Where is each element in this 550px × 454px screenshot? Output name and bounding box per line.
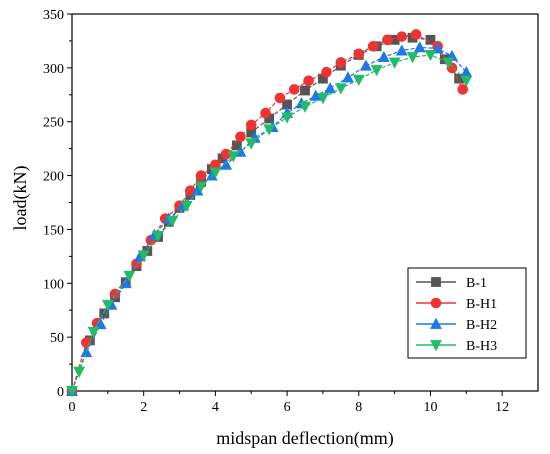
x-axis-title: midspan deflection(mm) bbox=[216, 428, 393, 449]
x-tick-label: 12 bbox=[495, 400, 509, 415]
data-point-b-h1 bbox=[321, 66, 332, 78]
y-tick-label: 200 bbox=[43, 170, 64, 185]
x-tick-label: 6 bbox=[284, 400, 291, 415]
data-point-b-h3 bbox=[66, 386, 78, 398]
y-tick-label: 100 bbox=[43, 277, 64, 292]
data-point-b-h3 bbox=[245, 138, 258, 150]
legend-item-b-h1: B-H1 bbox=[416, 297, 497, 312]
x-tick-label: 8 bbox=[355, 400, 362, 415]
legend-marker bbox=[430, 297, 442, 309]
data-point-b-h3 bbox=[263, 124, 276, 136]
legend-label: B-1 bbox=[466, 276, 487, 291]
data-point-b-h3 bbox=[334, 83, 347, 95]
data-point-b-h3 bbox=[123, 270, 136, 282]
legend-item-b-1: B-1 bbox=[416, 276, 487, 291]
y-tick-label: 350 bbox=[43, 8, 64, 23]
series-line-b-1 bbox=[71, 37, 460, 392]
y-tick-label: 50 bbox=[50, 331, 64, 346]
data-point-b-h3 bbox=[101, 299, 114, 312]
data-point-b-h3 bbox=[352, 74, 365, 86]
data-point-b-h3 bbox=[195, 181, 207, 193]
data-point-b-h1 bbox=[382, 34, 393, 46]
data-point-b-h1 bbox=[303, 75, 314, 87]
data-point-b-h3 bbox=[166, 215, 179, 228]
data-point-b-h1 bbox=[410, 29, 422, 40]
legend-label: B-H3 bbox=[466, 339, 497, 354]
data-point-b-h3 bbox=[388, 57, 401, 69]
data-point-b-h1 bbox=[335, 57, 347, 68]
x-tick-label: 4 bbox=[212, 400, 219, 415]
data-point-b-h1 bbox=[235, 131, 246, 143]
data-point-b-h3 bbox=[73, 366, 86, 378]
data-point-b-h3 bbox=[406, 52, 419, 64]
data-point-b-h2 bbox=[360, 59, 372, 71]
data-point-b-1 bbox=[300, 85, 310, 96]
y-tick-label: 150 bbox=[43, 223, 64, 238]
data-point-b-h3 bbox=[442, 57, 455, 69]
series-line-b-h3 bbox=[71, 54, 467, 392]
data-point-b-h3 bbox=[137, 250, 150, 262]
data-point-b-1 bbox=[231, 140, 242, 151]
data-point-b-h1 bbox=[353, 48, 365, 60]
data-point-b-h1 bbox=[274, 92, 286, 104]
data-point-b-h2 bbox=[377, 50, 390, 62]
data-point-b-h3 bbox=[87, 326, 100, 338]
y-axis-title: load(kN) bbox=[10, 166, 31, 231]
data-point-b-h1 bbox=[195, 170, 207, 181]
data-point-b-h2 bbox=[342, 71, 354, 83]
data-point-b-h3 bbox=[180, 200, 193, 212]
data-point-b-h3 bbox=[424, 50, 437, 62]
data-point-b-h1 bbox=[396, 31, 408, 42]
data-point-b-h2 bbox=[80, 345, 93, 358]
data-point-b-h3 bbox=[209, 167, 222, 179]
data-point-b-1 bbox=[425, 34, 436, 45]
x-tick-label: 10 bbox=[423, 400, 437, 415]
series-b-1 bbox=[67, 32, 465, 396]
x-axis-ticks: 0 2 4 6 8 10 12 bbox=[69, 391, 509, 415]
data-point-b-h1 bbox=[367, 41, 379, 52]
data-point-b-h3 bbox=[227, 151, 240, 163]
data-point-b-h1 bbox=[260, 107, 271, 119]
y-tick-label: 300 bbox=[43, 62, 64, 77]
legend-box bbox=[407, 267, 527, 359]
data-point-b-h3 bbox=[317, 93, 329, 105]
legend-item-b-h2: B-H2 bbox=[416, 317, 497, 333]
legend-marker bbox=[431, 277, 441, 287]
legend-label: B-H1 bbox=[466, 297, 497, 312]
y-tick-label: 250 bbox=[43, 116, 64, 131]
series-layer bbox=[66, 29, 473, 398]
data-point-b-h2 bbox=[220, 158, 233, 170]
data-point-b-h2 bbox=[324, 82, 336, 94]
data-point-b-h1 bbox=[245, 119, 257, 131]
data-point-b-h3 bbox=[152, 230, 164, 243]
legend-marker bbox=[430, 340, 442, 352]
legend-label: B-H2 bbox=[466, 318, 497, 333]
data-point-b-h3 bbox=[281, 112, 293, 124]
series-b-h3 bbox=[66, 50, 473, 398]
data-point-b-h3 bbox=[370, 65, 383, 77]
x-tick-label: 2 bbox=[140, 400, 147, 415]
data-point-b-h3 bbox=[460, 75, 473, 88]
data-point-b-h2 bbox=[395, 44, 408, 56]
legend-item-b-h3: B-H3 bbox=[416, 339, 497, 354]
data-point-b-h1 bbox=[288, 84, 300, 95]
series-line-b-h1 bbox=[71, 33, 464, 392]
data-point-b-h2 bbox=[119, 277, 132, 289]
data-point-b-h2 bbox=[413, 41, 426, 53]
data-point-b-h2 bbox=[460, 65, 473, 78]
y-axis-ticks: 0 50 100 150 200 250 300 350 bbox=[43, 8, 72, 400]
series-line-b-h2 bbox=[71, 46, 467, 392]
x-tick-label: 0 bbox=[69, 400, 76, 415]
legend: B-1 B-H1 B-H2 B-H3 bbox=[407, 267, 527, 359]
y-tick-label: 0 bbox=[57, 385, 64, 400]
legend-marker bbox=[430, 317, 442, 329]
data-point-b-h1 bbox=[457, 84, 469, 95]
data-point-b-h3 bbox=[299, 101, 311, 113]
